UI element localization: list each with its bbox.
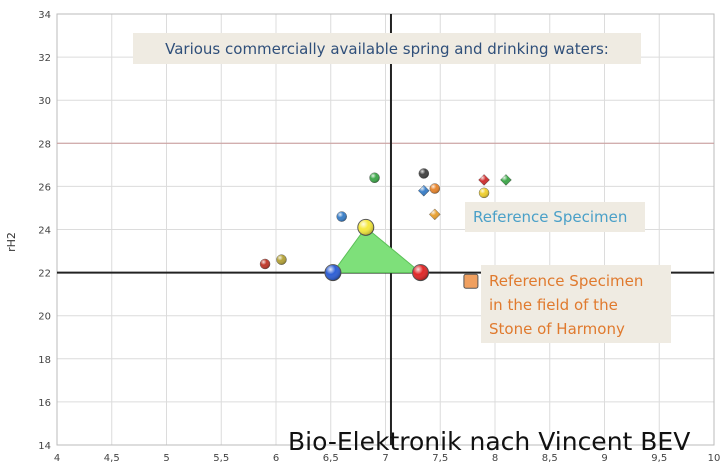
y-tick-label: 18 bbox=[38, 355, 51, 366]
data-point-shine bbox=[479, 187, 490, 198]
y-tick-label: 24 bbox=[38, 226, 51, 237]
y-tick-label: 16 bbox=[38, 398, 51, 409]
y-axis-title: rH2 bbox=[5, 232, 18, 252]
reference-specimen-annotation: Reference Specimen bbox=[465, 202, 645, 232]
data-point-shine bbox=[260, 258, 271, 269]
data-point-shine bbox=[336, 211, 347, 222]
banner-box bbox=[133, 33, 641, 64]
x-tick-label: 4 bbox=[54, 453, 60, 464]
reference-triangle bbox=[331, 226, 422, 274]
y-tick-label: 20 bbox=[38, 312, 51, 323]
data-point-shine bbox=[429, 183, 440, 194]
data-point-shine bbox=[418, 168, 429, 179]
x-tick-label: 6,5 bbox=[323, 453, 339, 464]
reference-box bbox=[465, 202, 645, 232]
reference-text: Reference Specimen bbox=[473, 208, 627, 226]
data-point-shine bbox=[276, 254, 287, 265]
x-tick-label: 9,5 bbox=[651, 453, 667, 464]
banner-annotation: Various commercially available spring an… bbox=[133, 33, 641, 64]
x-tick-label: 8 bbox=[492, 453, 498, 464]
data-point-shine bbox=[478, 174, 490, 186]
y-tick-label: 30 bbox=[38, 96, 51, 107]
y-tick-label: 22 bbox=[38, 269, 51, 280]
triangle-group bbox=[324, 218, 430, 282]
x-tick-label: 5,5 bbox=[213, 453, 229, 464]
x-tick-label: 8,5 bbox=[542, 453, 558, 464]
stone-specimen-annotation: Reference Specimen in the field of the S… bbox=[481, 265, 671, 343]
x-tick-label: 7 bbox=[382, 453, 388, 464]
x-tick-label: 7,5 bbox=[432, 453, 448, 464]
y-tick-label: 34 bbox=[38, 10, 51, 21]
x-tick-label: 6 bbox=[273, 453, 279, 464]
x-tick-label: 5 bbox=[163, 453, 169, 464]
stone-text-line-1: Reference Specimen bbox=[489, 272, 643, 290]
footer-caption: Bio-Elektronik nach Vincent BEV bbox=[288, 427, 690, 456]
x-tick-label: 4,5 bbox=[104, 453, 120, 464]
data-point-shine bbox=[500, 174, 512, 186]
plot-frame bbox=[56, 13, 715, 446]
banner-text: Various commercially available spring an… bbox=[165, 40, 609, 58]
x-axis-ticks: 4 4,5 5 5,5 6 6,5 7 7,5 8 8,5 9 9,5 10 bbox=[54, 453, 721, 464]
y-tick-label: 14 bbox=[38, 441, 51, 452]
data-points bbox=[259, 168, 512, 289]
stone-box bbox=[481, 265, 671, 343]
triangle-vertex-shine bbox=[412, 264, 429, 281]
y-tick-label: 28 bbox=[38, 139, 51, 150]
x-tick-label: 9 bbox=[601, 453, 607, 464]
data-point-shine bbox=[369, 172, 380, 183]
stone-text-line-3: Stone of Harmony bbox=[489, 320, 625, 338]
y-axis-ticks: 14 16 18 20 22 24 26 28 30 32 34 bbox=[38, 10, 51, 452]
x-tick-label: 10 bbox=[708, 453, 721, 464]
stone-text-line-2: in the field of the bbox=[489, 296, 618, 314]
stone-specimen-point bbox=[463, 273, 479, 289]
y-tick-label: 32 bbox=[38, 53, 51, 64]
y-tick-label: 26 bbox=[38, 182, 51, 193]
data-point-shine bbox=[429, 208, 441, 220]
triangle-vertex-shine bbox=[324, 264, 341, 281]
triangle-vertex-shine bbox=[357, 219, 374, 236]
data-point-shine bbox=[418, 185, 430, 197]
